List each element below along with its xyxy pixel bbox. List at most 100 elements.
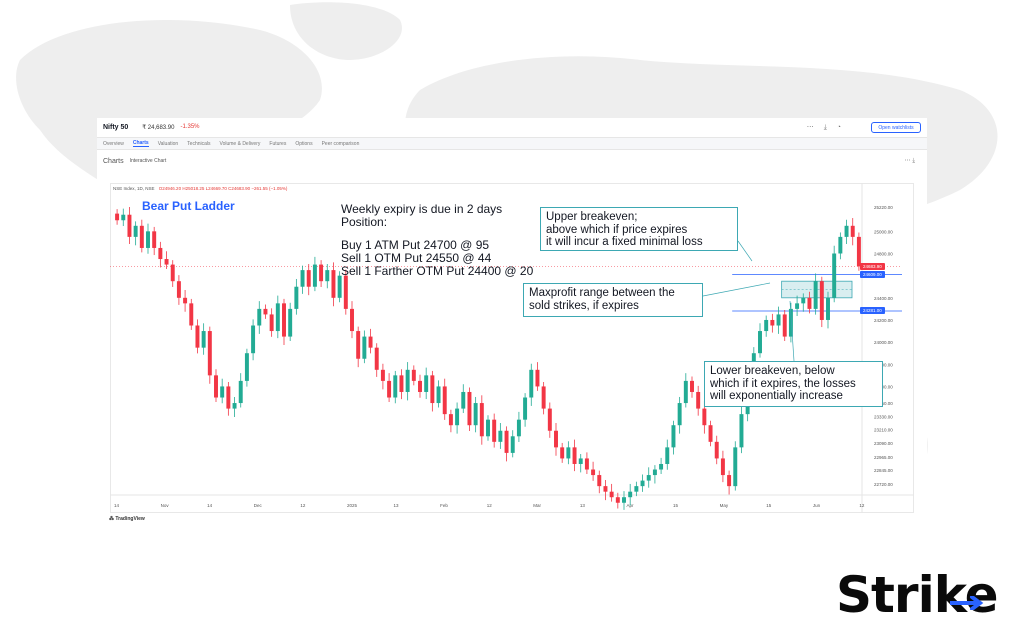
candle-body: [139, 225, 144, 248]
candle-body: [158, 247, 163, 260]
candle-body: [554, 430, 558, 448]
candle-body: [164, 259, 169, 265]
y-tick-label: 22965.00: [874, 455, 893, 460]
charts-heading: Charts: [103, 157, 124, 165]
upper-callout-connector: [737, 240, 753, 262]
brand-arrow-icon: [950, 596, 984, 610]
interactive-chart-label: Interactive Chart: [129, 158, 167, 164]
y-tick-label: 23330.00: [874, 414, 893, 419]
tab-technicals[interactable]: Technicals: [187, 140, 211, 147]
callout-line: Maxprofit range between the: [529, 287, 675, 299]
y-tick-label: 24400.00: [874, 296, 893, 301]
tab-valuation[interactable]: Valuation: [157, 140, 179, 147]
candle-body: [714, 441, 719, 459]
candle-body: [380, 369, 385, 381]
x-tick-label: 12: [487, 503, 493, 508]
tabs-bar: Overview Charts Valuation Technicals Vol…: [97, 137, 927, 150]
tab-overview[interactable]: Overview: [103, 140, 124, 147]
download-icon[interactable]: ⤓: [823, 124, 827, 131]
x-tick-label: 15: [673, 503, 679, 508]
candle-body: [529, 369, 534, 398]
brand-text-k: k: [933, 566, 966, 624]
tab-charts[interactable]: Charts: [132, 140, 149, 147]
tab-peer-comparison[interactable]: Peer comparison: [321, 140, 360, 147]
candle-body: [399, 375, 404, 392]
lower-breakeven-callout: Lower breakeven, below which if it expir…: [704, 361, 883, 407]
candle-body: [486, 419, 490, 437]
candle-body: [424, 375, 429, 392]
maxprofit-callout-connector: [702, 282, 771, 297]
candle-body: [331, 270, 336, 298]
candle-body: [516, 419, 521, 437]
y-tick-label: 23450.00: [874, 401, 893, 406]
download-chart-icon[interactable]: ⤓: [912, 158, 915, 164]
candle-body: [263, 308, 268, 315]
x-tick-label: Jun: [813, 503, 821, 508]
candle-body: [448, 414, 453, 426]
candle-body: [257, 308, 262, 326]
maxprofit-callout: Maxprofit range between the sold strikes…: [523, 283, 703, 317]
candle-body: [232, 403, 237, 409]
alert-icon[interactable]: ◔: [836, 124, 841, 131]
candle-body: [720, 458, 725, 476]
candle-body: [467, 391, 472, 426]
y-tick-label: 23600.00: [874, 384, 893, 389]
share-chart-icon[interactable]: ⋯: [904, 158, 911, 164]
y-tick-label: 23210.00: [874, 428, 893, 433]
candle-body: [201, 331, 206, 348]
candle-body: [461, 391, 466, 409]
tab-futures[interactable]: Futures: [269, 140, 287, 147]
x-tick-label: 14: [207, 503, 213, 508]
candle-body: [801, 297, 806, 304]
position-label: Position:: [341, 215, 388, 229]
candle-body: [832, 253, 837, 298]
brand-text-main: Stri: [836, 566, 935, 624]
candle-body: [176, 281, 181, 298]
candle-body: [764, 319, 769, 332]
candle-body: [325, 270, 330, 282]
legend-symbol: NSE Index, 1D, NSE: [113, 186, 155, 191]
candle-body: [393, 375, 398, 398]
candle-body: [127, 214, 132, 237]
candle-body: [312, 264, 317, 287]
candlestick-chart[interactable]: 25220.00 25000.00 24800.00 24400.00 24200.00…: [110, 183, 914, 513]
tab-volume-delivery[interactable]: Volume & Delivery: [219, 140, 261, 147]
candle-body: [708, 425, 713, 442]
candle-body: [288, 308, 293, 337]
candle-body: [498, 430, 503, 442]
candle-body: [566, 447, 571, 459]
candle-body: [856, 236, 861, 267]
candle-body: [473, 403, 478, 426]
candle-body: [275, 303, 280, 332]
candle-body: [226, 386, 231, 409]
candle-body: [294, 286, 299, 309]
candle-body: [300, 270, 305, 287]
callout-line: sold strikes, if expires: [529, 299, 639, 312]
candle-body: [541, 386, 546, 409]
candle-body: [152, 231, 157, 248]
candle-body: [523, 397, 528, 420]
open-watchlists-button[interactable]: Open watchlists: [871, 122, 921, 133]
candle-body: [591, 469, 596, 476]
candle-body: [244, 353, 249, 381]
candle-body: [782, 314, 787, 337]
chart-frame: [110, 183, 914, 513]
candle-body: [510, 436, 515, 453]
candle-body: [844, 225, 849, 237]
price-change: -1.35%: [180, 124, 200, 130]
y-tick-label: 25220.00: [874, 205, 893, 210]
candle-body: [374, 347, 379, 370]
y-tick-label: 25000.00: [874, 229, 893, 234]
candle-body: [813, 281, 818, 309]
tab-options[interactable]: Options: [295, 140, 313, 147]
callout-line: above which if price expires: [546, 223, 688, 236]
strike-logo: Strike: [836, 566, 999, 624]
candle-body: [195, 325, 200, 348]
candle-body: [337, 275, 342, 298]
tradingview-text: TradingView: [115, 516, 145, 522]
x-tick-label: Mar: [533, 503, 541, 508]
x-tick-label: 15: [766, 503, 772, 508]
candle-body: [436, 386, 441, 404]
candle-body: [677, 403, 682, 426]
share-icon[interactable]: ⋯: [806, 124, 814, 131]
